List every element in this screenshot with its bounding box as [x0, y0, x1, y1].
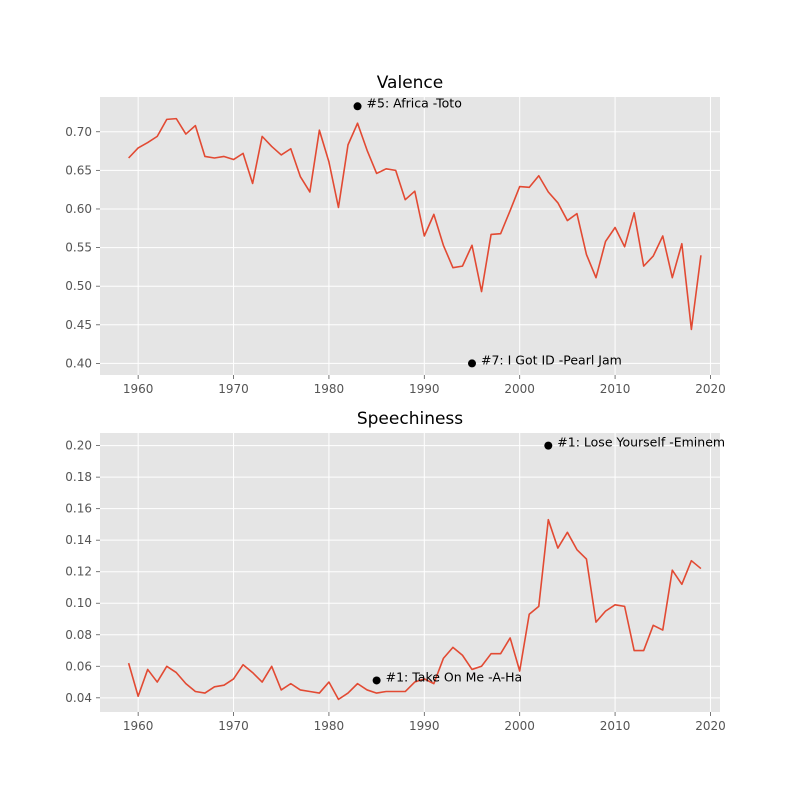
valence-y-tick-label: 0.50	[65, 279, 92, 293]
speechiness-annotation-label: #1: Lose Yourself -Eminem	[557, 435, 725, 450]
speechiness-x-tick-label: 1980	[314, 719, 345, 733]
valence-annotation-label: #5: Africa -Toto	[367, 95, 462, 110]
valence-panel: 1960 1970 1980 1990 2000 2010 2020 0.40 0.45 0.50…	[65, 73, 725, 396]
speechiness-y-tick-label: 0.10	[65, 596, 92, 610]
valence-chart-title: Valence	[377, 73, 444, 93]
valence-x-tick-label: 2020	[695, 382, 726, 396]
valence-y-tick-label: 0.60	[65, 202, 92, 216]
speechiness-y-tick-label: 0.20	[65, 439, 92, 453]
valence-y-tick-label: 0.40	[65, 356, 92, 370]
speechiness-x-tick-label: 1960	[123, 719, 154, 733]
valence-x-tick-label: 1960	[123, 382, 154, 396]
speechiness-panel: 1960 1970 1980 1990 2000 2010 2020 0.04 0.06 0.08…	[65, 409, 725, 733]
speechiness-y-tick-label: 0.18	[65, 470, 92, 484]
valence-y-tick-label: 0.65	[65, 163, 92, 177]
valence-x-tick-label: 2010	[600, 382, 631, 396]
speechiness-x-tick-label: 2000	[504, 719, 535, 733]
speechiness-x-tick-label: 1990	[409, 719, 440, 733]
valence-x-tick-label: 1970	[218, 382, 249, 396]
valence-annotation-label: #7: I Got ID -Pearl Jam	[481, 352, 622, 367]
valence-x-tick-label: 1990	[409, 382, 440, 396]
valence-plot-area	[100, 97, 720, 375]
speechiness-annotation-point	[372, 676, 381, 685]
speechiness-x-tick-label: 1970	[218, 719, 249, 733]
speechiness-annotation-label: #1: Take On Me -A-Ha	[386, 669, 523, 684]
valence-annotation-point	[468, 359, 476, 368]
speechiness-y-tick-label: 0.16	[65, 502, 92, 516]
speechiness-y-tick-label: 0.06	[65, 659, 92, 673]
valence-x-tick-label: 1980	[314, 382, 345, 396]
valence-y-tick-label: 0.55	[65, 241, 92, 255]
speechiness-series-line	[127, 518, 702, 701]
valence-x-tick-label: 2000	[504, 382, 535, 396]
valence-y-tick-label: 0.45	[65, 318, 92, 332]
speechiness-y-tick-label: 0.14	[65, 533, 92, 547]
speechiness-chart-title: Speechiness	[357, 409, 463, 429]
valence-series-line	[128, 117, 702, 331]
speechiness-y-tick-label: 0.12	[65, 565, 92, 579]
speechiness-x-tick-label: 2010	[600, 719, 631, 733]
valence-annotation-point	[353, 102, 362, 111]
speechiness-y-tick-label: 0.04	[65, 691, 92, 705]
speechiness-annotation-point	[544, 441, 553, 450]
valence-y-tick-label: 0.70	[65, 125, 92, 139]
speechiness-x-tick-label: 2020	[695, 719, 726, 733]
speechiness-plot-area	[100, 433, 720, 712]
speechiness-y-tick-label: 0.08	[65, 628, 92, 642]
